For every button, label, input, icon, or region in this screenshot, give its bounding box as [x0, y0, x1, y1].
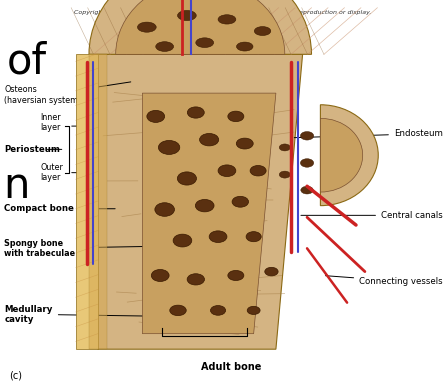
- Ellipse shape: [237, 42, 253, 51]
- Ellipse shape: [178, 10, 196, 21]
- Polygon shape: [89, 54, 107, 349]
- Ellipse shape: [300, 132, 314, 140]
- Ellipse shape: [218, 15, 236, 24]
- Ellipse shape: [218, 165, 236, 177]
- Ellipse shape: [228, 111, 244, 122]
- Ellipse shape: [228, 270, 244, 281]
- Ellipse shape: [210, 306, 226, 315]
- Text: Outer
layer: Outer layer: [40, 163, 63, 182]
- Text: Periosteum: Periosteum: [4, 145, 61, 154]
- Ellipse shape: [187, 274, 205, 285]
- Ellipse shape: [279, 144, 290, 151]
- Ellipse shape: [196, 38, 214, 48]
- Ellipse shape: [138, 22, 156, 32]
- Ellipse shape: [232, 196, 249, 207]
- Text: Medullary
cavity: Medullary cavity: [4, 305, 155, 324]
- Text: Central canals: Central canals: [301, 211, 443, 220]
- Ellipse shape: [246, 232, 261, 242]
- Wedge shape: [116, 0, 285, 54]
- Ellipse shape: [279, 171, 290, 178]
- Ellipse shape: [301, 186, 313, 194]
- Wedge shape: [320, 118, 363, 192]
- Text: Endosteum: Endosteum: [294, 129, 443, 139]
- Ellipse shape: [247, 307, 260, 314]
- Polygon shape: [76, 54, 98, 349]
- Ellipse shape: [156, 42, 174, 52]
- Ellipse shape: [151, 269, 169, 282]
- Ellipse shape: [209, 231, 227, 242]
- Ellipse shape: [199, 133, 218, 146]
- Ellipse shape: [187, 107, 204, 118]
- Ellipse shape: [300, 159, 314, 167]
- Ellipse shape: [155, 203, 174, 216]
- Wedge shape: [320, 105, 378, 206]
- Text: (c): (c): [9, 370, 22, 380]
- Polygon shape: [142, 93, 276, 334]
- Text: n: n: [4, 165, 30, 207]
- Text: Copyright © The McGraw-Hill Companies, Inc. Permission required for reproduction: Copyright © The McGraw-Hill Companies, I…: [74, 9, 371, 15]
- Text: Compact bone: Compact bone: [4, 204, 115, 213]
- Ellipse shape: [250, 165, 266, 176]
- Text: Inner
layer: Inner layer: [40, 113, 61, 132]
- Ellipse shape: [158, 140, 180, 154]
- Ellipse shape: [236, 138, 253, 149]
- Ellipse shape: [255, 26, 271, 35]
- Ellipse shape: [170, 305, 186, 316]
- Text: Connecting vessels: Connecting vessels: [325, 276, 443, 286]
- Wedge shape: [89, 0, 312, 54]
- Text: Adult bone: Adult bone: [201, 362, 262, 372]
- Ellipse shape: [147, 111, 165, 123]
- Ellipse shape: [177, 172, 197, 185]
- Ellipse shape: [195, 199, 214, 212]
- Text: Spongy bone
with trabeculae: Spongy bone with trabeculae: [4, 239, 149, 258]
- Text: Osteons
(haversian systems): Osteons (haversian systems): [4, 82, 131, 105]
- Ellipse shape: [173, 234, 192, 247]
- Text: of: of: [7, 41, 47, 83]
- Ellipse shape: [265, 267, 278, 276]
- Polygon shape: [98, 54, 303, 349]
